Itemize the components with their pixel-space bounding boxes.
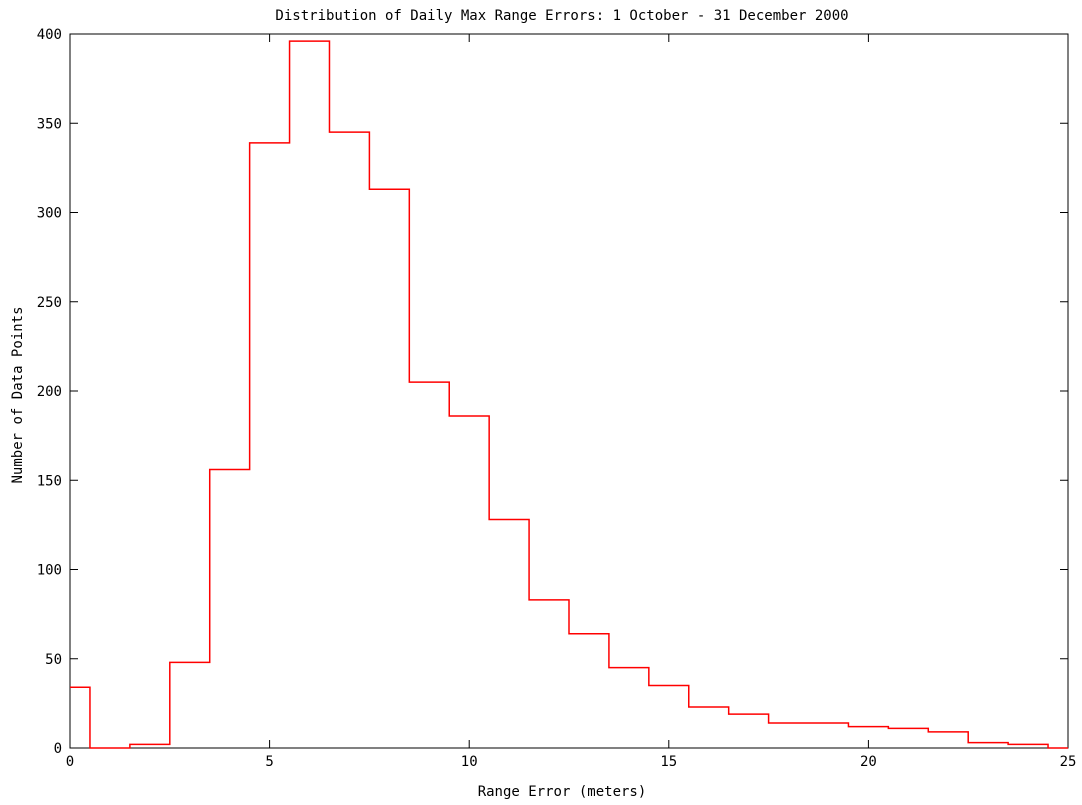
histogram-bin: [210, 470, 250, 748]
y-tick-label: 200: [37, 384, 62, 400]
y-tick-label: 100: [37, 563, 62, 579]
x-tick-label: 0: [66, 754, 74, 770]
y-tick-label: 250: [37, 295, 62, 311]
y-tick-label: 150: [37, 473, 62, 489]
histogram-bin: [290, 41, 330, 748]
y-tick-label: 50: [45, 652, 62, 668]
histogram-bin: [928, 732, 968, 748]
y-tick-label: 400: [37, 27, 62, 43]
histogram-bin: [449, 416, 489, 748]
histogram-bin: [649, 686, 689, 748]
y-tick-label: 300: [37, 206, 62, 222]
histogram-bin: [888, 728, 928, 748]
histogram-bin: [968, 743, 1008, 748]
x-axis-label: Range Error (meters): [478, 784, 647, 800]
y-axis-label: Number of Data Points: [10, 306, 26, 483]
x-tick-label: 15: [660, 754, 677, 770]
histogram-bin: [70, 687, 90, 748]
histogram-bin: [848, 727, 888, 748]
x-tick-label: 5: [265, 754, 273, 770]
histogram-bin: [729, 714, 769, 748]
chart-title: Distribution of Daily Max Range Errors: …: [275, 8, 848, 24]
histogram-bin: [409, 382, 449, 748]
histogram-bin: [609, 668, 649, 748]
histogram-bin: [1008, 744, 1048, 748]
histogram-bin: [329, 132, 369, 748]
histogram-bin: [769, 723, 809, 748]
histogram-bin: [170, 662, 210, 748]
histogram-bin: [569, 634, 609, 748]
histogram-bin: [250, 143, 290, 748]
histogram-bin: [529, 600, 569, 748]
histogram-bin: [130, 744, 170, 748]
y-tick-label: 0: [54, 741, 62, 757]
x-tick-label: 20: [860, 754, 877, 770]
histogram-bin: [489, 520, 529, 748]
x-tick-label: 25: [1060, 754, 1077, 770]
y-tick-label: 350: [37, 116, 62, 132]
x-tick-label: 10: [461, 754, 478, 770]
histogram-bin: [369, 189, 409, 748]
histogram-bin: [689, 707, 729, 748]
histogram-bin: [809, 723, 849, 748]
